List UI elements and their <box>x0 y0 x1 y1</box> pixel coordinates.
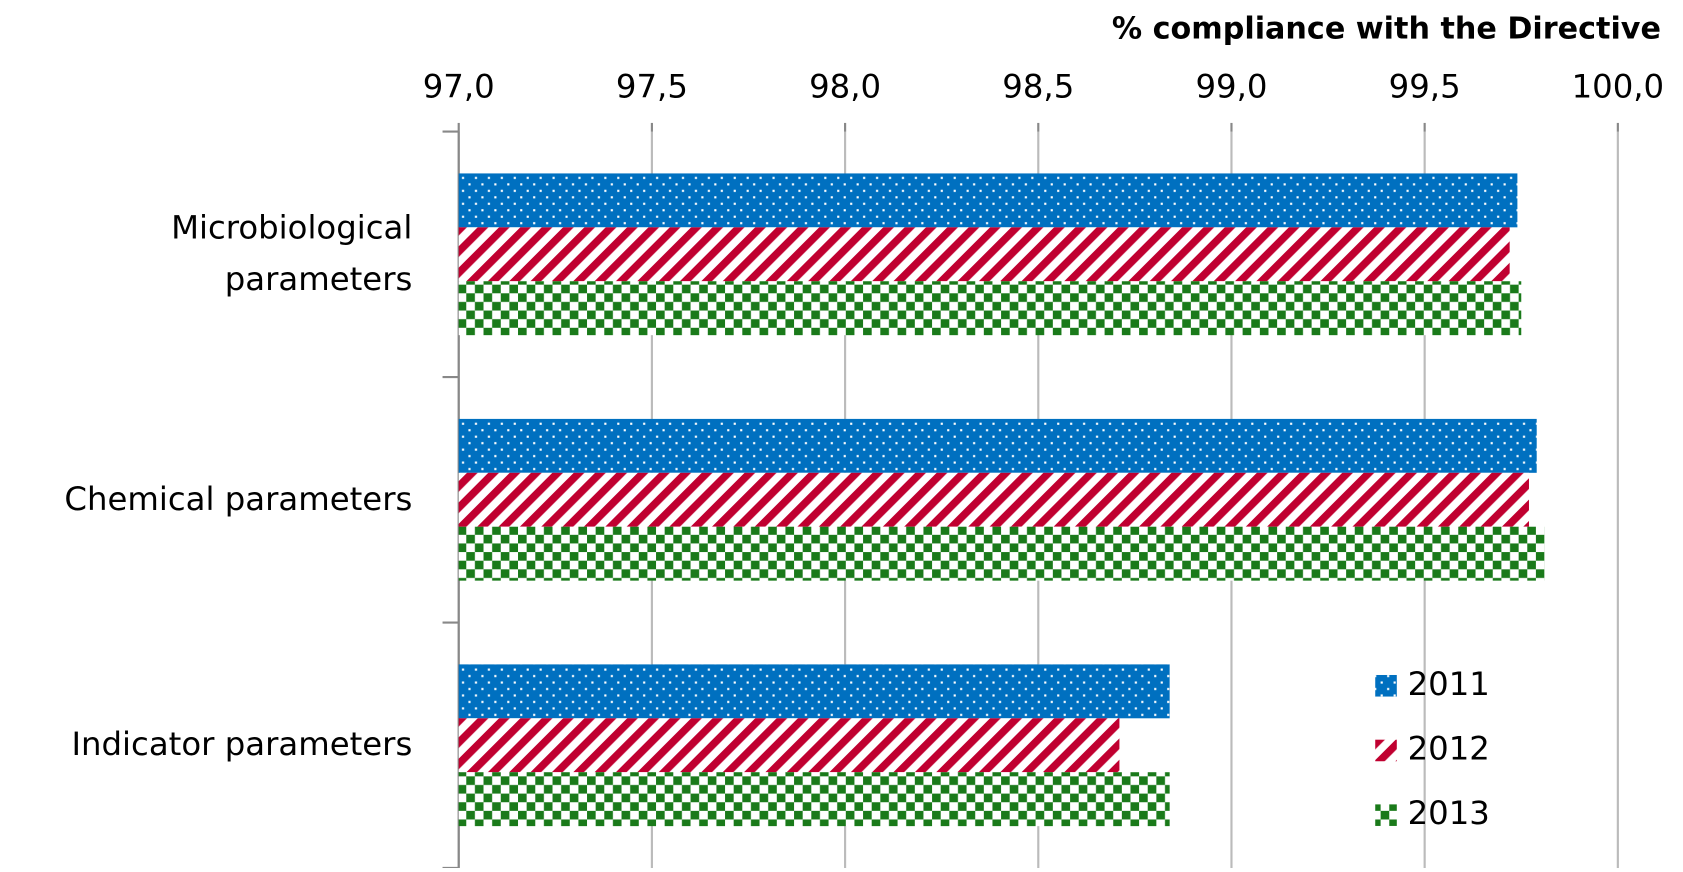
category-label-box: Indicator parameters <box>71 726 413 764</box>
x-tick-label: 99,0 <box>1195 67 1267 105</box>
x-tick-label: 98,5 <box>1002 67 1074 105</box>
bar <box>458 664 1170 719</box>
x-tick-label: 100,0 <box>1572 67 1665 105</box>
bar <box>458 526 1545 581</box>
bar <box>458 173 1518 228</box>
bar <box>458 227 1510 282</box>
category-label-box: Microbiological parameters <box>171 209 413 299</box>
legend-swatch <box>1375 804 1397 826</box>
bar <box>458 472 1529 527</box>
bar <box>458 281 1522 336</box>
x-tick-label: 97,5 <box>616 67 688 105</box>
x-tick-label: 99,5 <box>1389 67 1461 105</box>
legend-swatch <box>1375 739 1397 762</box>
y-tick-label: Indicator parameters <box>71 726 413 764</box>
x-tick-label: 98,0 <box>809 67 881 105</box>
bar <box>458 418 1537 473</box>
legend-label: 2013 <box>1408 794 1490 832</box>
legend-label: 2012 <box>1408 729 1490 767</box>
axis-title: % compliance with the Directive <box>1112 12 1661 47</box>
bar <box>458 718 1120 773</box>
legend-label: 2011 <box>1408 665 1490 703</box>
y-tick-label: Microbiological parameters <box>171 209 413 299</box>
y-tick-label: Chemical parameters <box>64 480 413 519</box>
legend-swatch <box>1375 674 1397 697</box>
x-tick-label: 97,0 <box>423 67 495 105</box>
bar <box>458 772 1170 827</box>
category-label-box: Chemical parameters <box>64 480 413 519</box>
